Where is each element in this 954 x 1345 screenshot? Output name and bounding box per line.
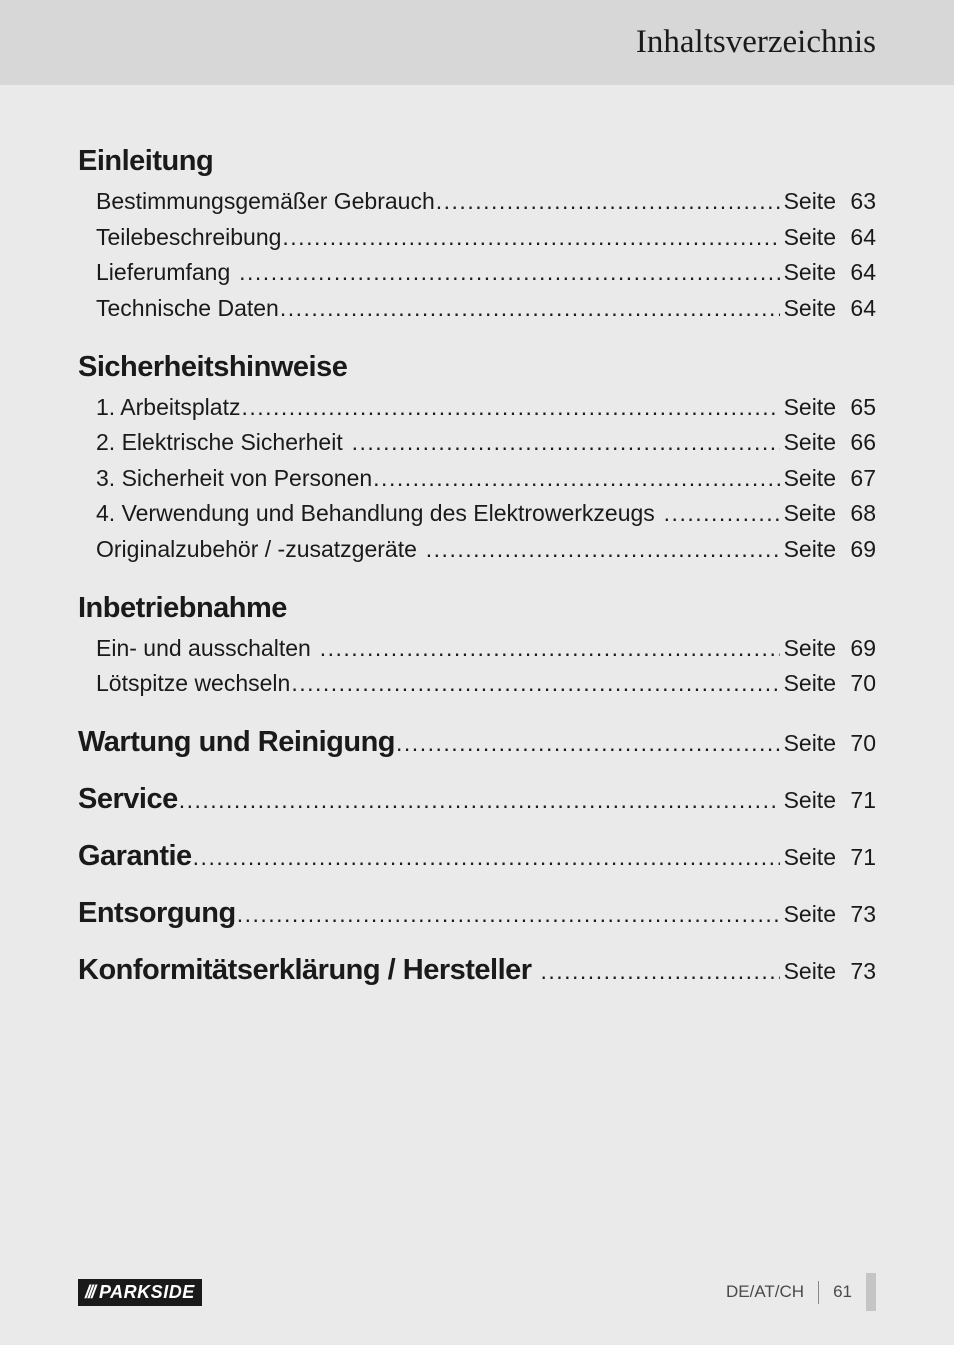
toc-row: 4. Verwendung und Behandlung des Elektro… [78,496,876,532]
toc-page-num: 71 [844,787,876,814]
toc-page-word: Seite [784,220,836,256]
toc-label: Bestimmungsgemäßer Gebrauch [96,184,435,220]
toc-page-num: 73 [844,958,876,985]
toc-page-num: 66 [844,425,876,461]
toc-row: Technische Daten .......................… [78,291,876,327]
toc-label: Teilebeschreibung [96,220,281,256]
toc-row: 2. Elektrische Sicherheit ..............… [78,425,876,461]
toc-page-word: Seite [784,666,836,702]
toc-inline-row: Konformitätserklärung / Hersteller .....… [78,954,876,987]
parkside-logo: /// PARKSIDE [78,1279,202,1306]
toc-page-num: 63 [844,184,876,220]
toc-dots: ........................................… [312,631,780,667]
toc-dots: ........................................… [436,184,780,220]
toc-row: Bestimmungsgemäßer Gebrauch ............… [78,184,876,220]
toc-section: Sicherheitshinweise 1. Arbeitsplatz ....… [78,351,876,568]
toc-label: Lötspitze wechseln [96,666,290,702]
header-bar: Inhaltsverzeichnis [0,0,954,85]
toc-row: Originalzubehör / -zusatzgeräte ........… [78,532,876,568]
toc-page-num: 64 [844,255,876,291]
toc-dots: ........................................… [418,532,780,568]
footer-right: DE/AT/CH 61 [726,1273,876,1311]
toc-dots: ........................................… [237,901,780,928]
toc-dots: ........................................… [373,461,779,497]
toc-dots: ........................................… [344,425,780,461]
toc-page-word: Seite [784,255,836,291]
toc-label: Lieferumfang [96,255,230,291]
toc-page-num: 64 [844,220,876,256]
toc-label: Originalzubehör / -zusatzgeräte [96,532,417,568]
toc-dots: ........................................… [241,390,779,426]
toc-page-num: 71 [844,844,876,871]
toc-inline-heading: Konformitätserklärung / Hersteller [78,954,532,987]
toc-inline-heading: Entsorgung [78,897,236,930]
toc-page-num: 70 [844,730,876,757]
toc-heading: Inbetriebnahme [78,592,876,625]
toc-content: Einleitung Bestimmungsgemäßer Gebrauch .… [0,85,954,987]
toc-inline-row: Wartung und Reinigung ..................… [78,726,876,759]
toc-page-word: Seite [784,532,836,568]
toc-dots: ........................................… [280,291,780,327]
toc-dots: ........................................… [231,255,779,291]
toc-dots: ........................................… [179,787,780,814]
toc-dots: ........................................… [396,730,780,757]
toc-page-num: 65 [844,390,876,426]
toc-label: Technische Daten [96,291,279,327]
toc-row: Lieferumfang ...........................… [78,255,876,291]
toc-inline-row: Entsorgung .............................… [78,897,876,930]
toc-page-word: Seite [784,390,836,426]
toc-label: 4. Verwendung und Behandlung des Elektro… [96,496,655,532]
logo-text: PARKSIDE [99,1282,195,1303]
toc-label: 2. Elektrische Sicherheit [96,425,343,461]
toc-page-word: Seite [784,184,836,220]
toc-dots: ........................................… [656,496,780,532]
toc-page-word: Seite [784,461,836,497]
toc-page-num: 69 [844,631,876,667]
toc-page-word: Seite [784,901,836,928]
toc-page-word: Seite [784,844,836,871]
toc-page-num: 73 [844,901,876,928]
logo-stripes-icon: /// [85,1282,94,1303]
toc-inline-row: Service ................................… [78,783,876,816]
toc-row: Ein- und ausschalten ...................… [78,631,876,667]
toc-inline-heading: Wartung und Reinigung [78,726,395,759]
page-footer: /// PARKSIDE DE/AT/CH 61 [78,1273,876,1311]
footer-page-num: 61 [833,1282,852,1302]
toc-section: Einleitung Bestimmungsgemäßer Gebrauch .… [78,145,876,327]
toc-page-num: 64 [844,291,876,327]
toc-page-word: Seite [784,291,836,327]
toc-page-word: Seite [784,787,836,814]
header-title: Inhaltsverzeichnis [78,24,876,61]
toc-label: 1. Arbeitsplatz [96,390,240,426]
toc-page-num: 70 [844,666,876,702]
footer-divider [818,1281,819,1304]
toc-row: 1. Arbeitsplatz ........................… [78,390,876,426]
toc-dots: ........................................… [282,220,779,256]
toc-inline-row: Garantie ...............................… [78,840,876,873]
toc-page-word: Seite [784,958,836,985]
toc-label: 3. Sicherheit von Personen [96,461,372,497]
toc-section: Inbetriebnahme Ein- und ausschalten ....… [78,592,876,702]
toc-page-word: Seite [784,425,836,461]
toc-dots: ........................................… [533,958,780,985]
toc-page-word: Seite [784,631,836,667]
toc-dots: ........................................… [193,844,780,871]
toc-page-num: 69 [844,532,876,568]
toc-dots: ........................................… [291,666,779,702]
toc-label: Ein- und ausschalten [96,631,311,667]
toc-page-num: 67 [844,461,876,497]
footer-region: DE/AT/CH [726,1282,804,1302]
toc-row: Lötspitze wechseln .....................… [78,666,876,702]
toc-inline-heading: Garantie [78,840,192,873]
toc-page-num: 68 [844,496,876,532]
toc-row: Teilebeschreibung ......................… [78,220,876,256]
toc-page-word: Seite [784,496,836,532]
footer-tab-icon [866,1273,876,1311]
toc-heading: Einleitung [78,145,876,178]
toc-heading: Sicherheitshinweise [78,351,876,384]
toc-page-word: Seite [784,730,836,757]
toc-inline-heading: Service [78,783,178,816]
footer-left: /// PARKSIDE [78,1279,202,1306]
toc-row: 3. Sicherheit von Personen .............… [78,461,876,497]
